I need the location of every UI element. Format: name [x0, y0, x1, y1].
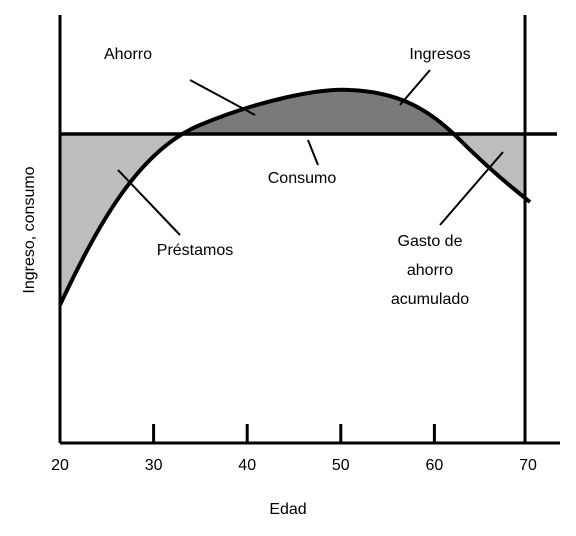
pointer: [307, 139, 319, 166]
label: Préstamos: [157, 242, 233, 259]
pointer: [399, 69, 431, 106]
x-axis-label: Edad: [269, 501, 306, 518]
label: ahorro: [407, 262, 453, 279]
label: acumulado: [391, 291, 469, 308]
x-tick-label: 30: [145, 457, 163, 474]
x-tick-label: 60: [426, 457, 444, 474]
x-tick-label: 40: [238, 457, 256, 474]
label: Consumo: [268, 170, 337, 187]
label: Gasto de: [398, 233, 463, 250]
x-tick-label: 70: [519, 457, 537, 474]
x-tick-label: 20: [51, 457, 69, 474]
pointer: [117, 169, 181, 236]
pointer: [189, 79, 256, 116]
y-axis-label: Ingreso, consumo: [21, 166, 38, 293]
label: Ingresos: [409, 46, 470, 63]
pointer: [439, 151, 504, 226]
label: Ahorro: [104, 46, 152, 63]
x-tick-label: 50: [332, 457, 350, 474]
pointers: [117, 69, 504, 236]
saving-area: [60, 89, 525, 134]
